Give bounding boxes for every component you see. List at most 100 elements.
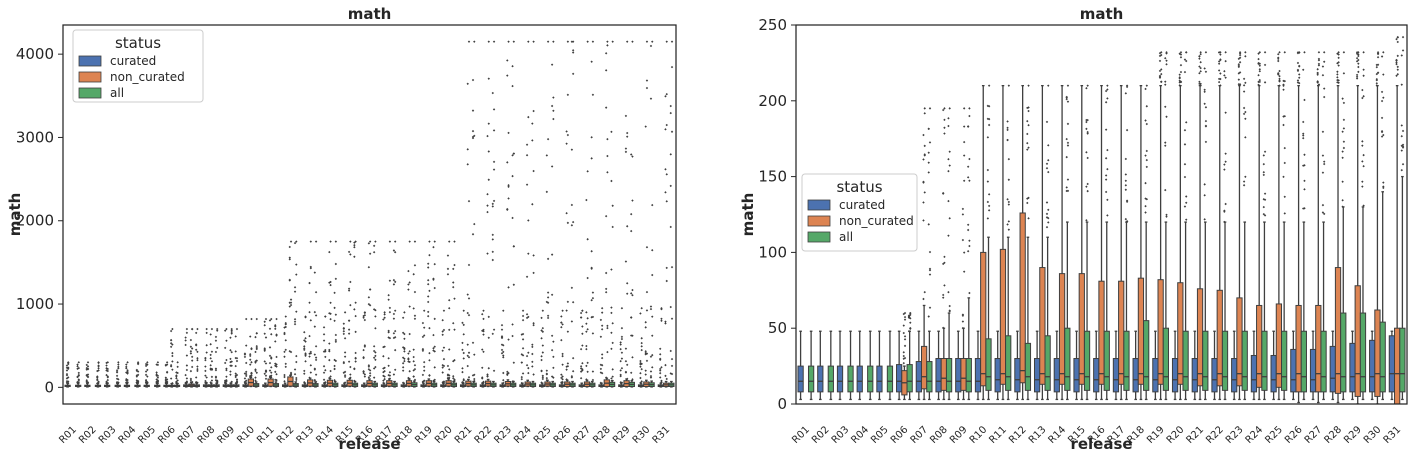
outlier-point xyxy=(1180,64,1182,66)
box-all-R06 xyxy=(907,312,912,400)
box-body xyxy=(1232,359,1237,392)
box-non_curated-R13 xyxy=(308,240,313,386)
outlier-point xyxy=(606,40,608,42)
outlier-point xyxy=(264,321,266,323)
outlier-point xyxy=(625,260,627,262)
box-body xyxy=(1084,331,1089,390)
outlier-point xyxy=(205,344,207,346)
box-non_curated-R26 xyxy=(1296,51,1301,402)
outlier-point xyxy=(215,351,217,353)
box-curated-R20 xyxy=(1172,331,1177,399)
outlier-point xyxy=(289,246,291,248)
outlier-point xyxy=(447,268,449,270)
outlier-point xyxy=(1303,180,1305,182)
outlier-point xyxy=(408,305,410,307)
outlier-point xyxy=(245,362,247,364)
outlier-point xyxy=(502,379,504,381)
x-tick-label: R21 xyxy=(1184,424,1206,446)
outlier-point xyxy=(1144,205,1146,207)
box-curated-R09 xyxy=(223,328,228,387)
outlier-point xyxy=(463,357,465,359)
outlier-point xyxy=(186,354,188,356)
outlier-point xyxy=(942,109,944,111)
box-curated-R19 xyxy=(1153,331,1158,399)
outlier-point xyxy=(904,338,906,340)
outlier-point xyxy=(1224,111,1226,113)
outlier-point xyxy=(610,131,612,133)
outlier-point xyxy=(962,239,964,241)
outliers xyxy=(1401,36,1405,171)
outlier-point xyxy=(1067,178,1069,180)
x-tick-label: R25 xyxy=(1263,424,1285,446)
outlier-point xyxy=(963,251,965,253)
outlier-point xyxy=(1164,106,1166,108)
box-body xyxy=(981,252,986,385)
outlier-point xyxy=(333,365,335,367)
outlier-point xyxy=(191,347,193,349)
box-all-R22 xyxy=(491,40,496,386)
outlier-point xyxy=(547,258,549,260)
outlier-point xyxy=(1357,66,1359,68)
outlier-point xyxy=(235,376,237,378)
outlier-point xyxy=(382,355,384,357)
outlier-point xyxy=(1046,163,1048,165)
outlier-point xyxy=(382,318,384,320)
box-body xyxy=(1119,281,1124,384)
box-all-R11 xyxy=(273,318,278,387)
outlier-point xyxy=(254,351,256,353)
outlier-point xyxy=(448,299,450,301)
outlier-point xyxy=(473,40,475,42)
outlier-point xyxy=(619,375,621,377)
outlier-point xyxy=(117,363,119,365)
outlier-point xyxy=(191,328,193,330)
box-body xyxy=(1015,359,1020,392)
outlier-point xyxy=(1046,201,1048,203)
box-body xyxy=(848,366,853,392)
outlier-point xyxy=(349,253,351,255)
box-body xyxy=(921,346,926,388)
outlier-point xyxy=(269,328,271,330)
outlier-point xyxy=(215,339,217,341)
outlier-point xyxy=(216,328,218,330)
box-body xyxy=(1133,359,1138,392)
outlier-point xyxy=(943,256,945,258)
outlier-point xyxy=(501,324,503,326)
x-axis-label: release xyxy=(338,435,400,453)
outlier-point xyxy=(1026,120,1028,122)
outlier-point xyxy=(611,322,613,324)
box-body xyxy=(1271,355,1276,391)
outlier-point xyxy=(1401,83,1403,85)
outlier-point xyxy=(606,44,608,46)
outlier-point xyxy=(659,376,661,378)
outlier-point xyxy=(1008,203,1010,205)
box-curated-R24 xyxy=(1251,331,1256,399)
outliers xyxy=(432,240,436,382)
outlier-point xyxy=(231,351,233,353)
outlier-point xyxy=(631,294,633,296)
outlier-point xyxy=(928,223,930,225)
outlier-point xyxy=(664,322,666,324)
outlier-point xyxy=(567,94,569,96)
box-body xyxy=(1237,298,1242,386)
outlier-point xyxy=(1126,129,1128,131)
outlier-point xyxy=(244,377,246,379)
outlier-point xyxy=(1303,99,1305,101)
outlier-point xyxy=(353,244,355,246)
outlier-point xyxy=(310,319,312,321)
outlier-point xyxy=(626,40,628,42)
outlier-point xyxy=(671,131,673,133)
box-non_curated-R24 xyxy=(1257,51,1262,399)
box-non_curated-R25 xyxy=(545,40,550,386)
box-curated-R15 xyxy=(1074,331,1079,399)
outlier-point xyxy=(402,366,404,368)
outlier-point xyxy=(1146,105,1148,107)
outlier-point xyxy=(540,370,542,372)
outlier-point xyxy=(526,154,528,156)
outlier-point xyxy=(1362,165,1364,167)
x-tick-label: R30 xyxy=(631,424,653,446)
box-all-R25 xyxy=(550,40,555,386)
outlier-point xyxy=(116,375,118,377)
outlier-point xyxy=(166,361,168,363)
outliers xyxy=(387,240,391,379)
